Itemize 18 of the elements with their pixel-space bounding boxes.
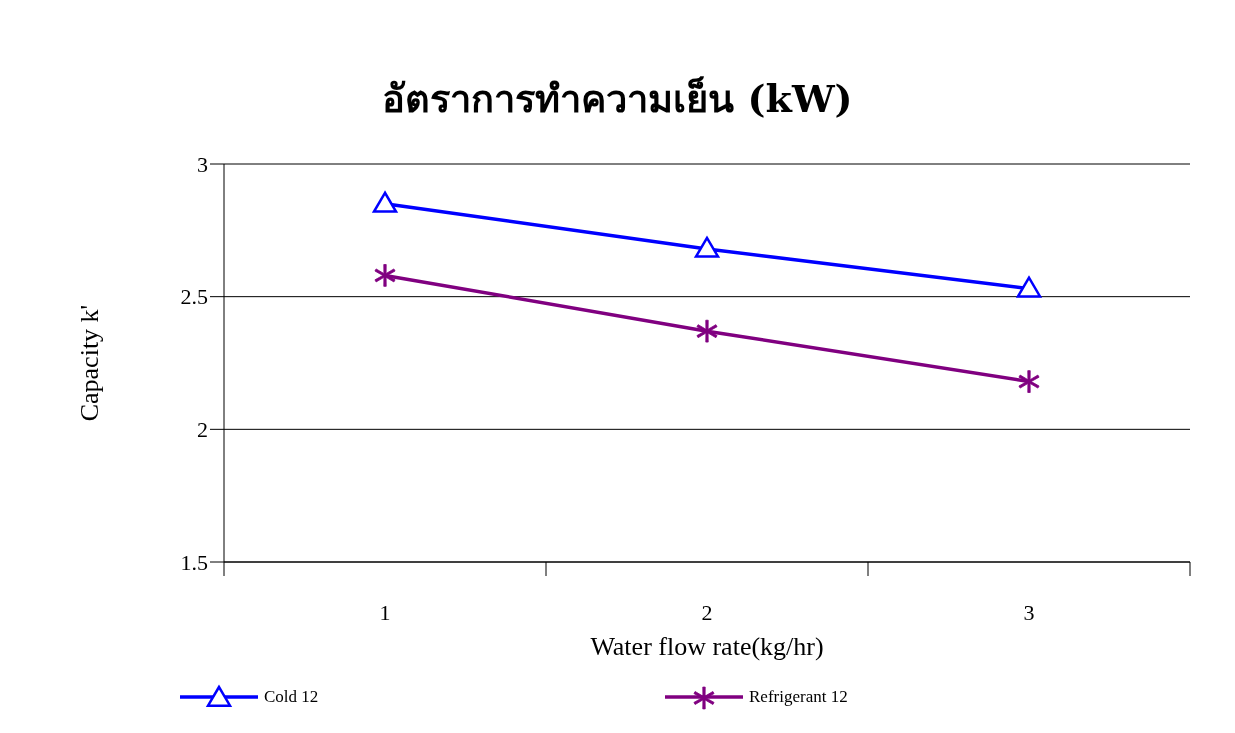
point bbox=[696, 319, 718, 343]
y-tick-label: 2.5 bbox=[180, 284, 208, 310]
chart-title: อัตราการทำความเย็น (kW) bbox=[381, 75, 854, 123]
y-axis-title: Capacity k' bbox=[75, 304, 105, 422]
y-tick-label: 2 bbox=[197, 417, 208, 443]
point bbox=[694, 236, 720, 258]
x-axis-title: Water flow rate(kg/hr) bbox=[589, 632, 825, 662]
x-tick-label: 3 bbox=[1023, 599, 1035, 625]
legend-label: Refrigerant 12 bbox=[749, 687, 848, 707]
y-tick-label: 1.5 bbox=[180, 549, 208, 575]
legend-label: Cold 12 bbox=[264, 687, 319, 707]
point bbox=[374, 264, 396, 287]
x-tick-label: 2 bbox=[701, 599, 713, 625]
x-tick-label: 1 bbox=[379, 599, 391, 625]
y-tick-label: 3 bbox=[197, 151, 208, 177]
point bbox=[1016, 276, 1042, 298]
point bbox=[1018, 370, 1040, 393]
point bbox=[372, 191, 398, 213]
